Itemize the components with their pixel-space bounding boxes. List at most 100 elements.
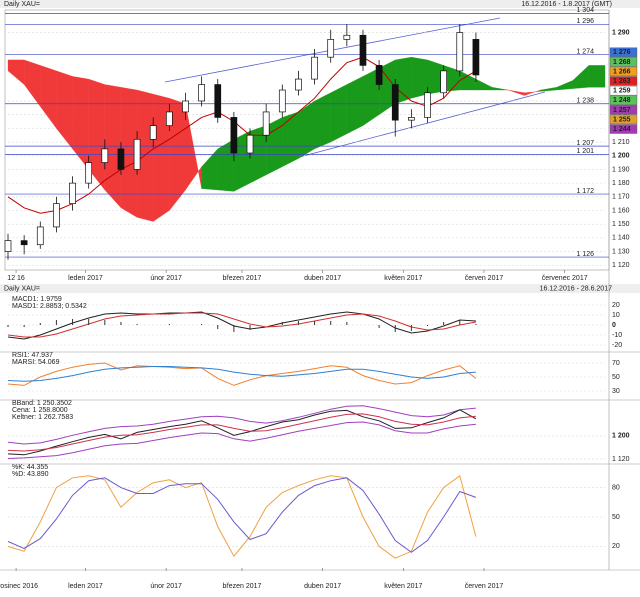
cloud-segment — [475, 78, 493, 91]
y-tick-label: -20 — [612, 342, 622, 349]
price-tag — [609, 85, 638, 96]
x-tick-label: červen 2017 — [465, 583, 504, 590]
histogram-bar — [7, 325, 9, 327]
series-line — [7, 366, 476, 382]
legend-entry: %K: 44.355 — [12, 464, 48, 471]
series-line — [7, 474, 477, 559]
histogram-bar — [410, 325, 412, 331]
cloud-segment — [314, 92, 331, 150]
y-tick-label: 1 120 — [612, 456, 630, 463]
histogram-bar — [314, 321, 316, 325]
histogram-bar — [281, 322, 283, 325]
y-tick-label: 1 120 — [612, 262, 630, 269]
candle-body — [182, 100, 189, 113]
legend-entry: MASD1: 2.8853; 0.5342 — [12, 303, 87, 310]
y-tick-label: 1 170 — [612, 194, 630, 201]
price-tag-label: 1 263 — [613, 78, 631, 85]
price-tag — [609, 57, 638, 67]
cloud-segment — [56, 70, 73, 150]
cloud-segment — [201, 148, 218, 191]
histogram-bar — [217, 325, 219, 329]
series-line — [7, 421, 476, 459]
legend-entry: RSI1: 47.937 — [12, 352, 53, 359]
histogram-bar — [394, 325, 396, 332]
cloud-segment — [346, 76, 364, 135]
candle-body — [246, 134, 254, 154]
cloud-segment — [330, 84, 347, 143]
x-tick-label: únor 2017 — [150, 583, 182, 590]
price-tag — [609, 47, 638, 57]
x-tick-label: únor 2017 — [150, 275, 182, 282]
candle-body — [101, 148, 109, 163]
histogram-bar — [378, 325, 380, 328]
y-tick-label: 20 — [612, 302, 620, 309]
candle-body — [230, 117, 238, 154]
y-tick-label: 1 180 — [612, 180, 630, 187]
date-range: 16.12.2016 - 1.8.2017 (GMT) — [521, 1, 612, 8]
candle-body — [343, 34, 351, 40]
cloud-segment — [72, 76, 89, 170]
candle-body — [4, 240, 12, 252]
y-tick-label: 1 150 — [612, 221, 630, 228]
level-label: 1 201 — [576, 148, 594, 155]
candle-body — [375, 65, 383, 85]
date-range: 16.12.2016 - 28.6.2017 — [540, 285, 613, 292]
histogram-bar — [443, 322, 445, 325]
series-line — [7, 405, 476, 445]
candle-body — [327, 39, 335, 58]
price-tag — [609, 66, 638, 77]
x-tick-label: červen 2017 — [465, 275, 504, 282]
level-label: 1 274 — [576, 48, 594, 55]
y-tick-label: 1 190 — [612, 166, 630, 173]
price-tag-label: 1 266 — [613, 68, 631, 75]
histogram-bar — [136, 324, 138, 325]
x-tick-label: březen 2017 — [222, 275, 261, 282]
cloud-segment — [508, 89, 525, 96]
histogram-bar — [346, 322, 348, 325]
histogram-bar — [39, 323, 41, 325]
candle-body — [424, 92, 431, 118]
y-tick-label: 80 — [612, 484, 620, 491]
series-line — [7, 362, 477, 386]
price-tag-label: 1 244 — [613, 126, 631, 133]
y-tick-label: 1 200 — [612, 433, 630, 440]
x-tick-label: leden 2017 — [68, 275, 103, 282]
cloud-segment — [185, 103, 202, 191]
price-tag-label: 1 268 — [613, 59, 631, 66]
y-tick-label: 20 — [612, 543, 620, 550]
series-line — [7, 477, 477, 553]
histogram-bar — [201, 324, 203, 325]
histogram-bar — [104, 320, 106, 325]
candle-body — [408, 117, 415, 121]
price-tag-label: 1 257 — [613, 107, 631, 114]
candle-body — [311, 56, 318, 80]
level-label: 1 126 — [576, 251, 594, 258]
price-tag-label: 1 248 — [613, 97, 631, 104]
legend-entry: Cena: 1 258.8000 — [12, 407, 68, 414]
panel-title: Daily XAU= — [4, 285, 40, 292]
candle-body — [456, 32, 464, 72]
histogram-bar — [233, 325, 235, 332]
header-bar — [0, 0, 640, 8]
chart-title: Daily XAU= — [4, 1, 40, 8]
price-tag — [609, 114, 638, 125]
legend-entry: MACD1: 1.9759 — [12, 296, 62, 303]
candle-body — [359, 34, 367, 66]
cloud-segment — [524, 89, 541, 96]
x-tick-label: 12 16 — [7, 275, 25, 282]
y-tick-label: 10 — [612, 312, 620, 319]
legend-entry: %D: 43.890 — [12, 471, 49, 478]
x-tick-label: prosinec 2016 — [0, 583, 38, 590]
histogram-bar — [120, 322, 122, 325]
y-tick-label: 50 — [612, 374, 620, 381]
histogram-bar — [168, 324, 170, 325]
candle-body — [278, 89, 286, 113]
cloud-segment — [572, 65, 590, 89]
price-tag-label: 1 259 — [613, 88, 631, 95]
histogram-bar — [427, 325, 429, 326]
candle-body — [295, 78, 302, 91]
level-label: 1 207 — [576, 140, 594, 147]
candle-body — [391, 84, 399, 121]
candle-body — [36, 226, 44, 246]
